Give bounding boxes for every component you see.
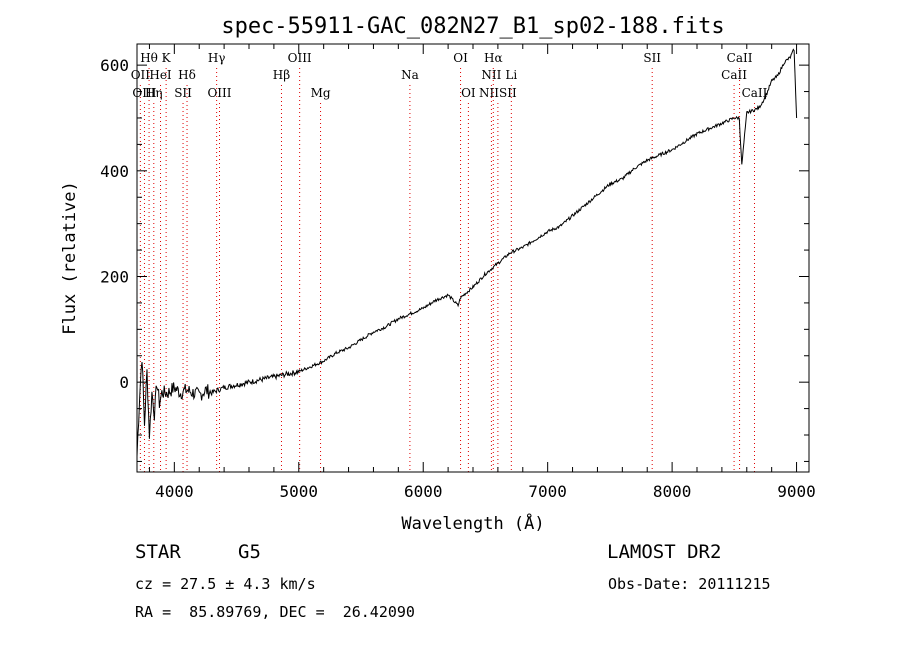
y-axis-label: Flux (relative) (60, 181, 80, 335)
obs-date: Obs-Date: 20111215 (608, 575, 771, 593)
line-marker-label: SII (643, 51, 661, 65)
object-subclass: G5 (238, 541, 261, 563)
line-marker-label: Hα (484, 51, 503, 65)
survey-name: LAMOST DR2 (607, 541, 722, 563)
line-marker-label: Hγ (208, 51, 226, 65)
line-marker-label: NII (481, 68, 501, 82)
line-marker-label: NIISII (479, 86, 517, 100)
coordinates: RA = 85.89769, DEC = 26.42090 (135, 603, 415, 621)
line-marker-label: Hθ (140, 51, 158, 65)
chart-title: spec-55911-GAC_082N27_B1_sp02-188.fits (221, 14, 724, 39)
x-tick-label: 6000 (404, 482, 443, 501)
line-marker-label: OIII (207, 86, 231, 100)
x-tick-label: 5000 (280, 482, 319, 501)
axes: 4000 5000 6000 7000 8000 9000 0 200 400 600 (100, 44, 816, 501)
plot-frame (136, 43, 810, 473)
line-marker-label: CaII (727, 51, 753, 65)
line-marker-label: OIII (132, 86, 156, 100)
line-marker-label: CaII (721, 68, 747, 82)
line-marker-label: K (162, 51, 172, 65)
spectrum-series (136, 48, 798, 457)
y-tick-label: 600 (100, 56, 129, 75)
line-marker-label: OI (461, 86, 476, 100)
line-marker-label: Hδ (178, 68, 196, 82)
x-tick-label: 9000 (777, 482, 816, 501)
x-tick-label: 4000 (155, 482, 194, 501)
redshift-cz: cz = 27.5 ± 4.3 km/s (135, 575, 316, 593)
line-marker-label: HeI (149, 68, 172, 82)
y-tick-label: 400 (100, 162, 129, 181)
line-marker-label: CaII (742, 86, 768, 100)
object-class: STAR (135, 541, 181, 563)
line-marker-label: OII (131, 68, 151, 82)
line-marker-label: SII (174, 86, 192, 100)
x-tick-label: 8000 (653, 482, 692, 501)
line-marker-label: OI (453, 51, 468, 65)
line-marker-label: OIII (288, 51, 312, 65)
line-marker-label: Na (401, 68, 419, 82)
line-marker-label: Mg (311, 86, 331, 100)
line-marker-label: Li (505, 68, 517, 82)
y-tick-label: 0 (119, 373, 129, 392)
x-axis-label: Wavelength (Å) (401, 512, 544, 534)
line-marker-label: Hβ (273, 68, 290, 82)
y-tick-label: 200 (100, 267, 129, 286)
line-marker-label: Hη (145, 86, 163, 100)
spectrum-line (136, 48, 798, 457)
x-tick-label: 7000 (528, 482, 567, 501)
